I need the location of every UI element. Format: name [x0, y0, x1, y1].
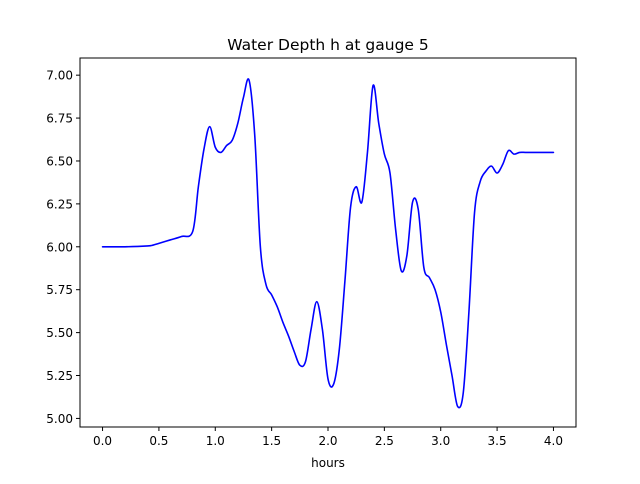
x-tick-label: 0.0 [93, 434, 112, 448]
y-tick-label: 5.00 [46, 412, 73, 426]
y-tick-label: 6.50 [46, 154, 73, 168]
x-axis-label: hours [311, 456, 345, 470]
x-tick-label: 3.0 [431, 434, 450, 448]
plot-area [101, 78, 555, 409]
chart-title: Water Depth h at gauge 5 [227, 36, 428, 54]
x-tick-label: 4.0 [544, 434, 563, 448]
x-tick-label: 2.5 [375, 434, 394, 448]
x-tick-label: 1.5 [262, 434, 281, 448]
x-tick-label: 1.0 [206, 434, 225, 448]
y-tick-label: 6.25 [46, 197, 73, 211]
x-axis: 0.0 0.5 1.0 1.5 2.0 2.5 3.0 3.5 4.0 [93, 427, 563, 448]
y-tick-label: 6.75 [46, 112, 73, 126]
y-axis: 5.00 5.25 5.50 5.75 6.00 6.25 6.50 6.75 7.00 [46, 69, 80, 426]
y-tick-label: 6.00 [46, 240, 73, 254]
y-tick-label: 7.00 [46, 69, 73, 83]
x-tick-label: 3.5 [488, 434, 507, 448]
y-tick-label: 5.50 [46, 326, 73, 340]
x-tick-label: 0.5 [149, 434, 168, 448]
y-tick-label: 5.75 [46, 283, 73, 297]
series-line [101, 78, 555, 409]
x-tick-label: 2.0 [318, 434, 337, 448]
y-tick-label: 5.25 [46, 369, 73, 383]
